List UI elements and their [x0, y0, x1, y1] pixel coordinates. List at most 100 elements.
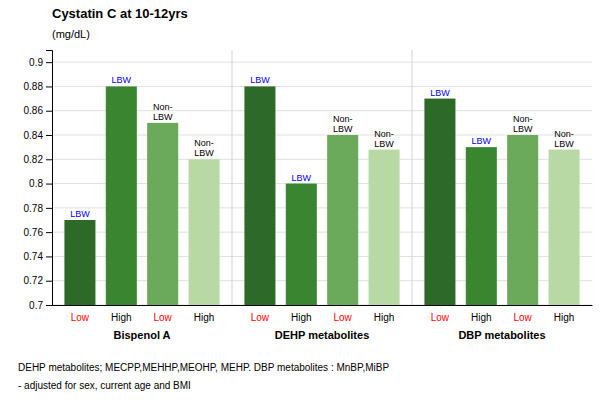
- bar-label-line: Non-: [513, 114, 533, 124]
- bar: [106, 86, 137, 305]
- y-tick-label: 0.88: [24, 81, 44, 92]
- bar: [147, 123, 178, 305]
- group-divider: [412, 50, 413, 305]
- y-tick-mark: [46, 86, 52, 87]
- y-tick: 0.72: [24, 275, 52, 286]
- subgroup-label: Low: [514, 312, 533, 323]
- x-tick: DBP metabolites: [458, 305, 545, 341]
- y-axis: 0.7 0.72 0.74 0.76 0.78 0.8 0.82 0.84 0.86 0.88 0.…: [24, 51, 53, 311]
- x-axis: Bispenol A DEHP metabolites DBP metabolite…: [53, 305, 593, 341]
- subgroup-label: High: [291, 312, 312, 323]
- y-tick-label: 0.7: [29, 300, 43, 311]
- subgroup-label: Low: [251, 312, 270, 323]
- y-tick-label: 0.76: [24, 227, 44, 238]
- y-tick: 0.82: [24, 154, 52, 165]
- bar-labels: LBWLBWLBWLBWLBWLBWNon-LBWNon-LBWNon-LBWN…: [70, 75, 574, 219]
- y-tick-mark: [46, 208, 52, 209]
- bar-label: Non-LBW: [374, 129, 394, 149]
- y-tick-mark: [46, 62, 52, 63]
- x-tick: DEHP metabolites: [275, 305, 370, 341]
- subgroup-label: Low: [71, 312, 90, 323]
- grid-line: [52, 62, 592, 63]
- bar-label-line: LBW: [333, 124, 353, 134]
- y-tick: 0.7: [29, 300, 52, 311]
- bar-label: LBW: [250, 75, 270, 85]
- y-tick-label: 0.74: [24, 251, 44, 262]
- bar: [466, 147, 497, 305]
- bar-label-line: LBW: [513, 124, 533, 134]
- bar: [549, 150, 580, 305]
- group-label: Bispenol A: [113, 329, 170, 341]
- bars: [64, 86, 579, 305]
- subgroup-label: Low: [154, 312, 173, 323]
- bar-label-line: LBW: [70, 209, 90, 219]
- bar-label-line: LBW: [250, 75, 270, 85]
- bar: [244, 86, 275, 305]
- bar-label-line: Non-: [333, 114, 353, 124]
- bar-label: Non-LBW: [194, 138, 214, 158]
- bar-label-line: Non-: [554, 129, 574, 139]
- subgroup-label: High: [111, 312, 132, 323]
- bar-label: LBW: [70, 209, 90, 219]
- bar: [286, 184, 317, 305]
- y-tick-mark: [46, 305, 52, 306]
- y-tick-label: 0.84: [24, 130, 44, 141]
- bar-label-line: LBW: [194, 148, 214, 158]
- bar-label-line: LBW: [430, 88, 450, 98]
- bar-label: Non-LBW: [554, 129, 574, 149]
- y-tick-label: 0.86: [24, 105, 44, 116]
- bar-label-line: LBW: [292, 173, 312, 183]
- bar: [369, 150, 400, 305]
- chart-title: Cystatin C at 10-12yrs: [52, 6, 188, 21]
- bar-label: LBW: [430, 88, 450, 98]
- bar-label: Non-LBW: [153, 102, 173, 122]
- bar: [64, 220, 95, 305]
- bar-label: LBW: [472, 136, 492, 146]
- y-tick-mark: [46, 232, 52, 233]
- bar-label: Non-LBW: [333, 114, 353, 134]
- y-tick-mark: [46, 184, 52, 185]
- footnote: - adjusted for sex, current age and BMI: [18, 380, 191, 391]
- y-tick: 0.84: [24, 130, 52, 141]
- bar: [424, 99, 455, 305]
- subgroup-labels: LowHighLowHighLowHighLowHighLowHighLowHi…: [71, 312, 575, 323]
- bar: [327, 135, 358, 305]
- y-tick: 0.78: [24, 203, 52, 214]
- grid: [52, 62, 592, 305]
- y-tick-mark: [46, 256, 52, 257]
- y-tick: 0.86: [24, 105, 52, 116]
- plot-area: LBWLBWLBWLBWLBWLBWNon-LBWNon-LBWNon-LBWN…: [24, 50, 593, 341]
- group-label: DEHP metabolites: [275, 329, 370, 341]
- subgroup-label: Low: [334, 312, 353, 323]
- y-tick-label: 0.78: [24, 203, 44, 214]
- y-tick: 0.9: [29, 57, 52, 68]
- bar: [507, 135, 538, 305]
- bar-label-line: LBW: [472, 136, 492, 146]
- bar-label-line: Non-: [374, 129, 394, 139]
- y-axis-label: (mg/dL): [52, 28, 90, 40]
- group-divider: [232, 50, 233, 305]
- y-tick-mark: [46, 111, 52, 112]
- y-tick-mark: [46, 281, 52, 282]
- y-axis-line: [46, 51, 53, 306]
- bar-label: LBW: [112, 75, 132, 85]
- y-tick: 0.76: [24, 227, 52, 238]
- bar-label-line: LBW: [153, 112, 173, 122]
- subgroup-label: High: [471, 312, 492, 323]
- footnotes: DEHP metabolites; MECPP,MEHHP,MEOHP, MEH…: [18, 362, 389, 391]
- group-label: DBP metabolites: [458, 329, 545, 341]
- y-tick-label: 0.8: [29, 178, 43, 189]
- bar-label-line: Non-: [194, 138, 214, 148]
- subgroup-label: High: [374, 312, 395, 323]
- subgroup-label: High: [554, 312, 575, 323]
- y-tick: 0.8: [29, 178, 52, 189]
- y-tick-label: 0.9: [29, 57, 43, 68]
- y-tick-mark: [46, 135, 52, 136]
- bar-label-line: Non-: [153, 102, 173, 112]
- y-tick-label: 0.72: [24, 275, 44, 286]
- y-tick-label: 0.82: [24, 154, 44, 165]
- bar-label-line: LBW: [112, 75, 132, 85]
- y-tick: 0.74: [24, 251, 52, 262]
- chart-container: Cystatin C at 10-12yrs (mg/dL) LBW LBW LBW LB…: [0, 0, 608, 405]
- bar: [189, 159, 220, 305]
